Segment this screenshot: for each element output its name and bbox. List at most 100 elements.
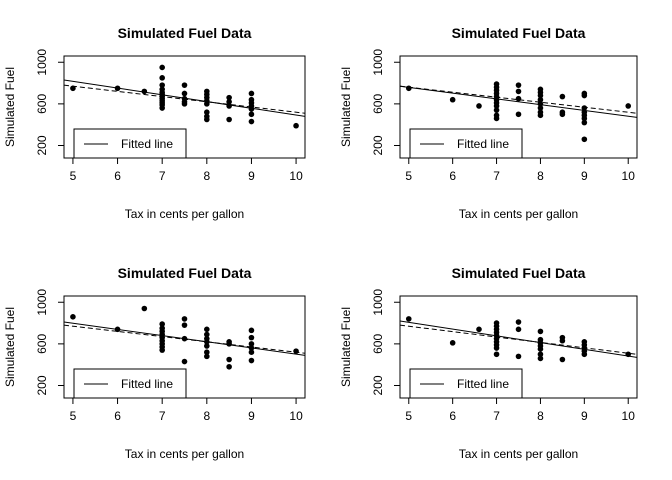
data-point: [204, 331, 210, 338]
data-point: [159, 347, 165, 353]
data-point: [226, 98, 232, 105]
x-tick-label: 8: [537, 409, 544, 423]
data-point: [248, 357, 255, 364]
x-tick-label: 6: [449, 169, 456, 183]
x-tick-label: 6: [114, 169, 121, 183]
plot-frame: [399, 295, 638, 399]
data-point: [625, 103, 632, 109]
data-point: [581, 115, 588, 122]
x-tick-label: 8: [203, 169, 210, 183]
data-point: [515, 326, 522, 333]
y-tick-label: 600: [35, 94, 49, 114]
y-tick-label: 1000: [371, 289, 385, 316]
data-point: [141, 88, 148, 95]
data-point: [204, 353, 210, 360]
data-point: [204, 338, 210, 345]
data-point: [537, 105, 544, 111]
data-point: [515, 353, 522, 360]
data-point: [226, 116, 232, 123]
data-point: [515, 95, 522, 102]
data-point: [159, 82, 165, 88]
x-axis-title: Tax in cents per gallon: [459, 447, 578, 461]
x-tick-label: 7: [159, 409, 166, 423]
x-tick-label: 9: [248, 169, 255, 183]
data-point: [159, 75, 165, 81]
x-tick-label: 9: [581, 169, 588, 183]
data-point: [515, 111, 522, 118]
plot-frame: [63, 295, 306, 399]
x-tick-label: 7: [493, 409, 500, 423]
data-point: [181, 358, 188, 365]
data-point: [515, 82, 522, 88]
x-tick-label: 8: [203, 409, 210, 423]
data-point: [204, 109, 210, 116]
data-point: [581, 136, 588, 143]
data-point: [226, 341, 232, 347]
chart-panel-4: Simulated Fuel Data Fitted line 5 6 7 8 9 10 200…: [339, 265, 638, 461]
y-tick-label: 200: [35, 375, 49, 395]
legend-label: Fitted line: [121, 377, 173, 391]
y-axis-title: Simulated Fuel: [3, 67, 17, 147]
x-tick-label: 5: [70, 409, 77, 423]
y-tick-label: 200: [35, 135, 49, 155]
data-point: [248, 334, 255, 341]
x-tick-label: 7: [159, 169, 166, 183]
data-point: [70, 314, 76, 320]
data-point: [248, 118, 255, 125]
data-point: [248, 341, 255, 347]
data-point: [537, 101, 544, 107]
x-tick-label: 9: [581, 409, 588, 423]
y-tick-label: 1000: [371, 49, 385, 76]
data-point: [537, 328, 544, 335]
data-point: [493, 351, 500, 358]
x-tick-label: 5: [405, 169, 412, 183]
data-point: [204, 101, 210, 107]
chart-panel-2: Simulated Fuel Data Fitted line 5 6 7 8 9 10 200…: [339, 25, 638, 221]
chart-title: Simulated Fuel Data: [118, 265, 252, 281]
y-tick-label: 200: [371, 375, 385, 395]
chart-title: Simulated Fuel Data: [452, 265, 586, 281]
data-point: [449, 96, 456, 103]
x-tick-label: 10: [622, 409, 636, 423]
y-tick-label: 600: [371, 94, 385, 114]
data-point: [159, 105, 165, 111]
x-tick-label: 10: [289, 169, 303, 183]
x-tick-label: 6: [449, 409, 456, 423]
data-point: [181, 322, 188, 328]
data-point: [493, 103, 500, 109]
data-point: [493, 115, 500, 122]
data-point: [559, 93, 566, 100]
y-axis-title: Simulated Fuel: [339, 67, 353, 147]
data-point: [114, 85, 121, 92]
data-point: [181, 90, 188, 97]
fitted-line: [400, 85, 637, 118]
legend-label: Fitted line: [121, 137, 173, 151]
chart-title: Simulated Fuel Data: [452, 25, 586, 41]
data-point: [181, 316, 188, 322]
data-point: [581, 351, 588, 358]
x-tick-label: 10: [622, 169, 636, 183]
plot-frame: [399, 55, 638, 159]
data-point: [476, 326, 482, 333]
chart-title: Simulated Fuel Data: [118, 25, 252, 41]
data-point: [141, 305, 148, 312]
data-point: [226, 103, 232, 109]
x-axis-title: Tax in cents per gallon: [125, 447, 244, 461]
data-point: [537, 346, 544, 352]
data-point: [293, 348, 299, 354]
chart-panel-3: Simulated Fuel Data Fitted line 5 6 7 8 9 10 200…: [3, 265, 306, 461]
data-point: [559, 337, 566, 344]
data-point: [248, 106, 255, 112]
data-point: [181, 82, 188, 88]
plot-frame: [63, 55, 306, 159]
data-point: [581, 105, 588, 111]
y-tick-label: 200: [371, 135, 385, 155]
data-point: [476, 103, 482, 109]
data-point: [204, 343, 210, 349]
data-point: [625, 351, 632, 358]
y-tick-label: 1000: [35, 49, 49, 76]
x-tick-label: 5: [70, 169, 77, 183]
data-point: [226, 363, 232, 370]
